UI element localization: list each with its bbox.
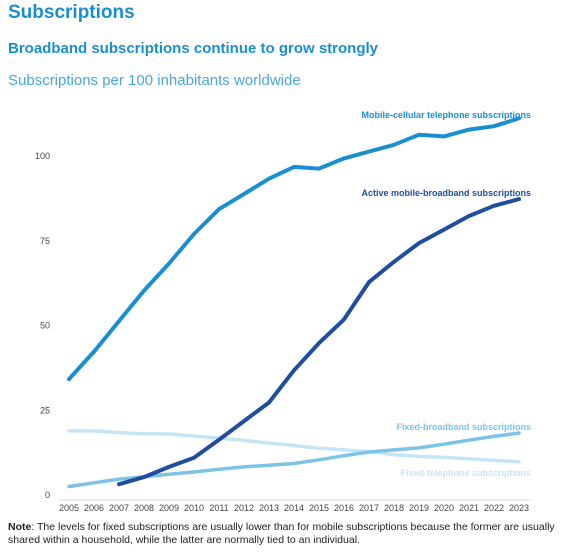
line-chart: 0 25 50 75 100 2005 2006 2007 2008 2009 2010 2011 20… (35, 110, 531, 513)
y-tick-label: 0 (45, 490, 50, 500)
series-line (117, 197, 521, 487)
y-tick-label: 25 (40, 405, 50, 415)
x-tick-label: 2020 (434, 503, 454, 513)
chart-subtitle: Broadband subscriptions continue to grow… (8, 40, 379, 57)
x-tick-label: 2022 (484, 503, 504, 513)
x-tick-label: 2008 (134, 503, 154, 513)
x-tick-label: 2019 (409, 503, 429, 513)
note-label: Note (8, 521, 32, 533)
x-tick-label: 2011 (209, 503, 228, 513)
footnote: Note: The levels for fixed subscriptions… (8, 521, 556, 547)
y-tick-label: 100 (35, 151, 50, 161)
x-tick-label: 2005 (59, 503, 79, 513)
x-tick-label: 2007 (109, 503, 129, 513)
x-tick-label: 2018 (384, 503, 404, 513)
x-tick-label: 2021 (459, 503, 479, 513)
series-label: Fixed-broadband subscriptions (396, 422, 531, 432)
x-tick-label: 2013 (259, 503, 279, 513)
x-tick-label: 2014 (284, 503, 304, 513)
x-tick-label: 2009 (159, 503, 179, 513)
note-text: : The levels for fixed subscriptions are… (8, 521, 555, 546)
y-tick-label: 50 (40, 321, 50, 331)
series-line (67, 429, 521, 464)
x-tick-label: 2016 (334, 503, 354, 513)
series-label: Active mobile-broadband subscriptions (361, 188, 531, 198)
y-tick-label: 75 (40, 236, 50, 246)
x-tick-label: 2015 (309, 503, 329, 513)
x-tick-label: 2017 (359, 503, 379, 513)
series-label: Mobile-cellular telephone subscriptions (361, 110, 531, 120)
page-title: Subscriptions (8, 2, 135, 23)
series-line (67, 116, 521, 382)
chart-caption: Subscriptions per 100 inhabitants worldw… (8, 72, 301, 89)
series-label: Fixed-telephone subscriptions (400, 468, 531, 478)
x-tick-label: 2012 (234, 503, 254, 513)
x-tick-label: 2006 (84, 503, 104, 513)
x-tick-label: 2010 (184, 503, 204, 513)
x-tick-label: 2023 (509, 503, 529, 513)
